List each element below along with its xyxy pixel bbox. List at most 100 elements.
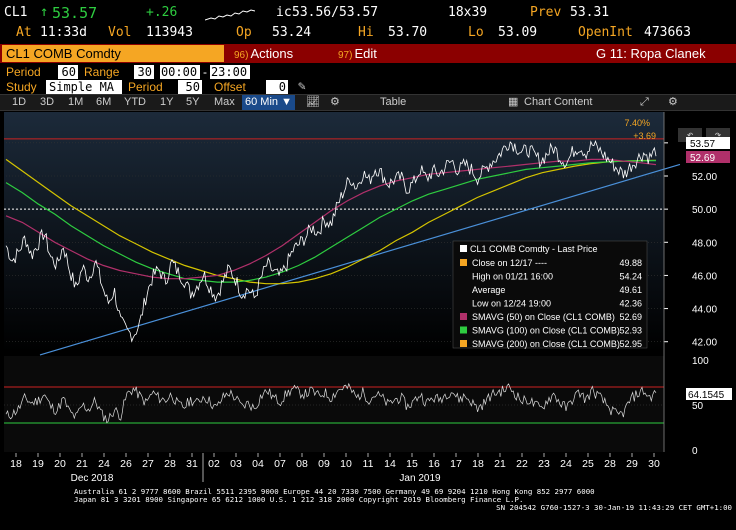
volume: 113943 bbox=[146, 25, 193, 40]
oscillator-panel-bg bbox=[4, 356, 664, 452]
x-tick-label: 31 bbox=[186, 458, 198, 470]
range-1y-button[interactable]: 1Y bbox=[160, 96, 174, 108]
dropdown-arrow-icon: ▼ bbox=[281, 96, 292, 108]
start-time-input[interactable]: 00:00 bbox=[160, 65, 200, 79]
range-ytd-button[interactable]: YTD bbox=[124, 96, 146, 108]
x-tick-label: 27 bbox=[142, 458, 154, 470]
osc-tag-bg bbox=[686, 388, 732, 400]
graph-name: G 11: Ropa Clanek bbox=[596, 46, 706, 61]
edit-number: 97) bbox=[338, 50, 353, 61]
legend-row-label: High on 01/21 16:00 bbox=[472, 272, 553, 282]
range-1d-button[interactable]: 1D bbox=[12, 96, 27, 108]
study-label: Study bbox=[6, 80, 37, 94]
low-label: Lo bbox=[468, 25, 484, 40]
x-tick-label: 08 bbox=[296, 458, 308, 470]
legend: CL1 COMB Comdty - Last Price Close on 12… bbox=[452, 240, 648, 349]
period-row: Period 60 Range 30 00:00 - 23:00 ↶ ↷ bbox=[0, 64, 736, 142]
x-tick-label: 28 bbox=[604, 458, 616, 470]
table-button[interactable]: Table bbox=[380, 96, 407, 108]
range-6m-button[interactable]: 6M bbox=[96, 96, 112, 108]
footer-line-2: Japan 81 3 3201 8900 Singapore 65 6212 1… bbox=[74, 495, 523, 504]
x-tick-label: 23 bbox=[538, 458, 550, 470]
last-price-tag: 53.57 bbox=[690, 139, 715, 150]
period-label: Period bbox=[6, 65, 41, 79]
settings-icon[interactable]: ⚙︎ bbox=[668, 96, 678, 108]
volume-label: Vol bbox=[108, 25, 132, 40]
interval-label: 60 Min bbox=[245, 96, 279, 108]
range-3d-button[interactable]: 3D bbox=[40, 96, 55, 108]
x-tick-label: 29 bbox=[626, 458, 638, 470]
end-time-input[interactable]: 23:00 bbox=[210, 65, 250, 79]
sparkline-icon bbox=[205, 9, 255, 21]
study-period-input[interactable]: 50 bbox=[178, 80, 202, 94]
trendline bbox=[39, 163, 681, 356]
x-tick-label: 21 bbox=[76, 458, 88, 470]
open-interest-label: OpenInt bbox=[578, 25, 633, 40]
chart-content-button[interactable]: Chart Content bbox=[524, 96, 593, 108]
price-tick-label: 50.00 bbox=[692, 205, 717, 216]
legend-row-label: Close on 12/17 ---- bbox=[472, 258, 547, 268]
pencil-icon[interactable]: ✎ bbox=[298, 79, 306, 94]
period-input[interactable]: 60 bbox=[58, 65, 78, 79]
expand-icon[interactable]: ⤢ bbox=[640, 96, 649, 108]
legend-row-value: 52.95 bbox=[619, 339, 642, 349]
title-bar: CL1 COMB Comdty 96) Actions 97) Edit G 11:… bbox=[0, 44, 736, 63]
study-select[interactable]: Simple MA bbox=[46, 80, 122, 94]
x-tick-label: 24 bbox=[98, 458, 110, 470]
quote-row-2: At 11:33d Vol 113943 Op 53.24 Hi 53.70 L… bbox=[0, 24, 736, 42]
edit-menu[interactable]: 97) Edit bbox=[338, 45, 377, 62]
range-5y-button[interactable]: 5Y bbox=[186, 96, 200, 108]
x-tick-label: 15 bbox=[406, 458, 418, 470]
legend-swatch bbox=[460, 313, 467, 320]
x-tick-label: 04 bbox=[252, 458, 264, 470]
price-line bbox=[5, 140, 657, 343]
oscillator-line bbox=[5, 382, 657, 424]
settings-icon[interactable]: ⚙︎ bbox=[330, 96, 340, 108]
low-price: 53.09 bbox=[498, 25, 538, 40]
x-tick-label: 17 bbox=[450, 458, 462, 470]
interval-select[interactable]: 60 Min ▼ bbox=[242, 95, 295, 110]
footer-line-3: SN 204542 G760-1527-3 30-Jan-19 11:43:29… bbox=[496, 503, 732, 512]
prev-close: 53.31 bbox=[570, 5, 610, 20]
legend-swatch bbox=[460, 326, 467, 334]
last-price-tag-bg bbox=[686, 137, 730, 149]
price-tick-label: 42.00 bbox=[692, 338, 717, 349]
osc-tick-label: 50 bbox=[692, 401, 704, 412]
price-chart[interactable]: 54.0052.0050.0048.0046.0044.0042.0010050… bbox=[0, 112, 736, 530]
range-label: Range bbox=[84, 65, 120, 79]
prev-label: Prev bbox=[530, 5, 562, 20]
net-change: +.26 bbox=[146, 5, 178, 20]
actions-menu[interactable]: 96) Actions bbox=[234, 45, 293, 62]
security-field[interactable]: CL1 COMB Comdty bbox=[2, 45, 224, 62]
sma100-line bbox=[5, 160, 657, 283]
sma200-line bbox=[5, 158, 657, 285]
bid-ask-label: ic bbox=[276, 5, 292, 20]
range-input[interactable]: 30 bbox=[134, 65, 154, 79]
x-tick-label: 09 bbox=[318, 458, 330, 470]
bid-ask: 53.56/53.57 bbox=[292, 5, 379, 20]
line-chart-icon[interactable]: 📈︎ bbox=[306, 96, 320, 108]
x-tick-label: 21 bbox=[494, 458, 506, 470]
trendline-line bbox=[39, 163, 681, 356]
x-tick-label: 24 bbox=[560, 458, 572, 470]
legend-row-label: SMAVG (200) on Close (CL1 COMB) bbox=[472, 339, 620, 349]
legend-row-value: 52.69 bbox=[619, 312, 642, 322]
sma50-tag-bg bbox=[686, 151, 730, 163]
sma50-line bbox=[5, 158, 657, 280]
axes: 54.0052.0050.0048.0046.0044.0042.0010050… bbox=[663, 112, 717, 457]
legend-row-value: 52.93 bbox=[619, 326, 642, 336]
oscillator-series bbox=[5, 382, 657, 424]
range-1m-button[interactable]: 1M bbox=[68, 96, 84, 108]
offset-input[interactable]: 0 bbox=[266, 80, 288, 94]
x-tick-label: 30 bbox=[648, 458, 660, 470]
pct-change-tag: 7.40% bbox=[624, 118, 650, 128]
high-price: 53.70 bbox=[388, 25, 428, 40]
up-arrow-icon: ↑ bbox=[40, 4, 49, 20]
study-row: Study Simple MA Period 50 Offset 0 ✎ bbox=[0, 79, 736, 95]
edit-label: Edit bbox=[354, 46, 377, 61]
range-max-button[interactable]: Max bbox=[214, 96, 235, 108]
price-tick-label: 52.00 bbox=[692, 172, 717, 183]
x-tick-label: 25 bbox=[582, 458, 594, 470]
sma50-tag: 52.69 bbox=[690, 153, 715, 164]
legend-row-value: 42.36 bbox=[619, 299, 642, 309]
